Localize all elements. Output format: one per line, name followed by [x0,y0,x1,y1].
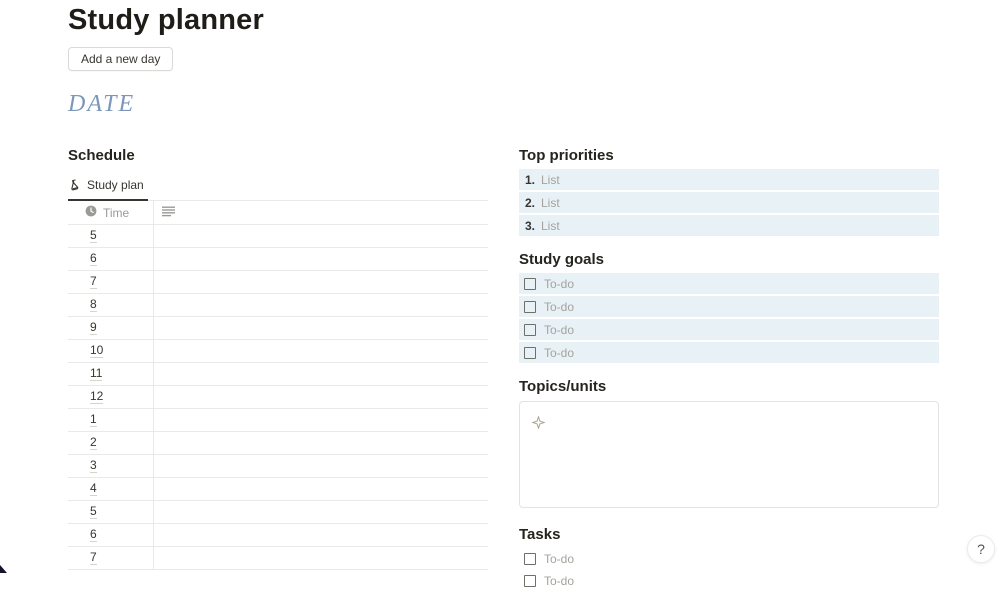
study-planner-page: Study planner Add a new day DATE Schedul… [0,4,995,588]
table-row: 10 [68,340,488,363]
table-row: 4 [68,478,488,501]
notes-cell[interactable] [154,478,488,500]
help-button[interactable]: ? [967,535,995,563]
time-cell[interactable]: 7 [68,547,154,569]
checkbox-icon[interactable] [524,300,536,313]
todo-placeholder[interactable]: To-do [544,574,575,588]
schedule-table-header: Time [68,201,488,225]
table-row: 6 [68,248,488,271]
column-header-time[interactable]: Time [68,201,154,224]
schedule-section: Schedule Study plan [68,148,488,592]
task-item: To-do [519,548,939,570]
priority-number: 2. [525,195,536,210]
time-cell[interactable]: 5 [68,225,154,247]
top-priorities-heading: Top priorities [519,147,614,164]
time-cell[interactable]: 6 [68,248,154,270]
study-goal-item: To-do [519,273,939,294]
date-heading: DATE [68,91,136,117]
priority-item[interactable]: 3. List [519,215,939,236]
schedule-table: Time [68,201,488,570]
table-row: 2 [68,432,488,455]
table-row: 8 [68,294,488,317]
time-cell[interactable]: 1 [68,409,154,431]
topics-units-heading: Topics/units [519,378,607,395]
cursor-artifact [0,565,7,573]
column-header-notes[interactable] [154,201,488,224]
time-cell[interactable]: 10 [68,340,154,362]
time-cell[interactable]: 9 [68,317,154,339]
time-cell[interactable]: 7 [68,271,154,293]
notes-cell[interactable] [154,225,488,247]
todo-placeholder[interactable]: To-do [544,552,575,566]
tab-study-plan-label: Study plan [87,178,144,192]
notes-cell[interactable] [154,294,488,316]
study-goal-item: To-do [519,342,939,363]
notes-cell[interactable] [154,455,488,477]
study-goal-item: To-do [519,296,939,317]
notes-cell[interactable] [154,248,488,270]
notes-cell[interactable] [154,271,488,293]
checkbox-icon[interactable] [524,553,536,565]
topics-units-box[interactable] [519,401,939,508]
time-cell[interactable]: 3 [68,455,154,477]
priority-number: 1. [525,172,536,187]
todo-placeholder[interactable]: To-do [544,345,575,360]
table-row: 11 [68,363,488,386]
todo-placeholder[interactable]: To-do [544,299,575,314]
table-row: 1 [68,409,488,432]
table-row: 6 [68,524,488,547]
time-cell[interactable]: 6 [68,524,154,546]
priority-item[interactable]: 2. List [519,192,939,213]
tasks-heading: Tasks [519,526,561,543]
notes-cell[interactable] [154,501,488,523]
notes-cell[interactable] [154,386,488,408]
add-new-day-button[interactable]: Add a new day [68,47,174,71]
time-cell[interactable]: 2 [68,432,154,454]
clock-icon [85,205,97,220]
flask-icon [69,179,81,191]
time-cell[interactable]: 11 [68,363,154,385]
notes-cell[interactable] [154,363,488,385]
priority-placeholder: List [541,218,560,233]
table-row: 5 [68,225,488,248]
todo-placeholder[interactable]: To-do [544,276,575,291]
todo-placeholder[interactable]: To-do [544,322,575,337]
study-goal-item: To-do [519,319,939,340]
checkbox-icon[interactable] [524,323,536,336]
page-title: Study planner [68,4,264,36]
notes-cell[interactable] [154,317,488,339]
column-header-time-label: Time [103,205,130,220]
checkbox-icon[interactable] [524,277,536,290]
schedule-heading: Schedule [68,147,135,164]
priority-number: 3. [525,218,536,233]
task-item: To-do [519,570,939,592]
notes-cell[interactable] [154,524,488,546]
right-column: Top priorities 1. List 2. List 3. List S… [519,148,939,592]
study-goals-heading: Study goals [519,251,605,268]
notes-cell[interactable] [154,547,488,569]
table-row: 3 [68,455,488,478]
table-row: 7 [68,547,488,570]
time-cell[interactable]: 12 [68,386,154,408]
time-cell[interactable]: 4 [68,478,154,500]
priority-placeholder: List [541,195,560,210]
notes-cell[interactable] [154,432,488,454]
notes-cell[interactable] [154,340,488,362]
priority-item[interactable]: 1. List [519,169,939,190]
notes-cell[interactable] [154,409,488,431]
table-row: 9 [68,317,488,340]
time-cell[interactable]: 8 [68,294,154,316]
checkbox-icon[interactable] [524,575,536,587]
schedule-tab-bar: Study plan [68,175,488,201]
table-row: 12 [68,386,488,409]
table-row: 7 [68,271,488,294]
tab-study-plan[interactable]: Study plan [68,178,148,201]
table-row: 5 [68,501,488,524]
checkbox-icon[interactable] [524,346,536,359]
sparkle-icon [531,415,926,434]
time-cell[interactable]: 5 [68,501,154,523]
text-lines-icon [162,204,176,222]
priority-placeholder: List [541,172,560,187]
